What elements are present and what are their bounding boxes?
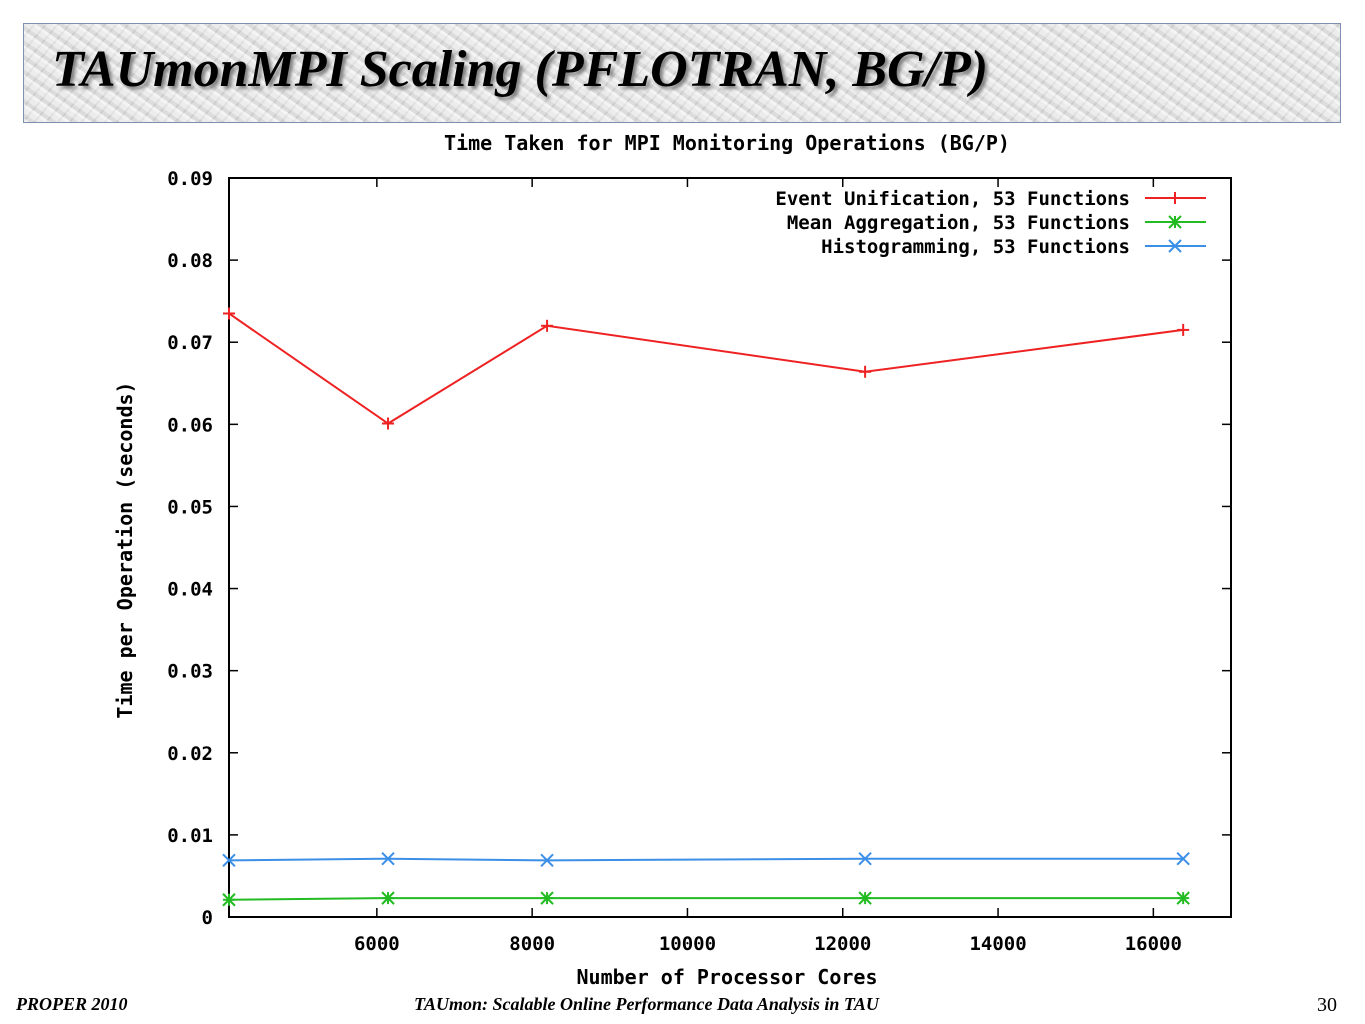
plot-frame	[228, 177, 1232, 918]
series-line	[228, 857, 1184, 862]
y-ticks: 0 0.01 0.02 0.03 0.04 0.05 0.06 0.07 0.08 0.09	[167, 168, 1231, 929]
y-tick-label: 0.09	[167, 168, 213, 190]
data-point	[858, 851, 872, 866]
data-point	[381, 851, 395, 866]
x-ticks: 6000 8000 10000 12000 14000 16000	[354, 178, 1182, 955]
y-tick-label: 0.04	[167, 579, 213, 601]
series-line	[228, 897, 1184, 901]
series-line	[228, 312, 1184, 425]
data-point	[859, 365, 872, 378]
x-tick-label: 10000	[659, 933, 716, 955]
data-point	[381, 891, 395, 905]
data-point	[858, 891, 872, 905]
y-tick-label: 0.07	[167, 332, 213, 354]
data-point	[1176, 851, 1190, 866]
data-point	[222, 893, 236, 907]
x-tick-label: 8000	[509, 933, 555, 955]
title-banner	[23, 23, 1341, 123]
y-tick-label: 0.03	[167, 661, 213, 683]
y-tick-label: 0.02	[167, 743, 213, 765]
y-axis-label: Time per Operation (seconds)	[113, 381, 137, 718]
y-tick-label: 0.05	[167, 496, 213, 518]
legend-label: Histogramming, 53 Functions	[821, 236, 1130, 258]
series-group	[222, 307, 1190, 907]
x-axis-label: Number of Processor Cores	[576, 965, 877, 989]
footer-talk-title: TAUmon: Scalable Online Performance Data…	[414, 994, 879, 1014]
data-point	[541, 319, 554, 332]
data-point	[1169, 192, 1181, 204]
x-tick-label: 14000	[969, 933, 1026, 955]
y-tick-label: 0	[202, 907, 213, 929]
slide-title: TAUmonMPI Scaling (PFLOTRAN, BG/P)	[52, 41, 989, 98]
y-tick-label: 0.08	[167, 250, 213, 272]
y-tick-label: 0.01	[167, 825, 213, 847]
chart-title: Time Taken for MPI Monitoring Operations…	[444, 131, 1010, 155]
y-tick-label: 0.06	[167, 414, 213, 436]
page-number: 30	[1317, 994, 1337, 1016]
data-point	[223, 307, 235, 320]
legend-label: Event Unification, 53 Functions	[775, 188, 1130, 210]
data-point	[1177, 323, 1190, 336]
data-point	[1168, 239, 1182, 253]
data-point	[1168, 215, 1182, 229]
footer-conference: PROPER 2010	[16, 994, 128, 1014]
x-tick-label: 6000	[354, 933, 400, 955]
legend-label: Mean Aggregation, 53 Functions	[787, 212, 1130, 234]
x-tick-label: 16000	[1125, 933, 1182, 955]
data-point	[382, 417, 395, 430]
data-point	[1176, 891, 1190, 905]
data-point	[540, 891, 554, 905]
data-point	[540, 853, 554, 868]
x-tick-label: 12000	[814, 933, 871, 955]
data-point	[222, 853, 236, 868]
